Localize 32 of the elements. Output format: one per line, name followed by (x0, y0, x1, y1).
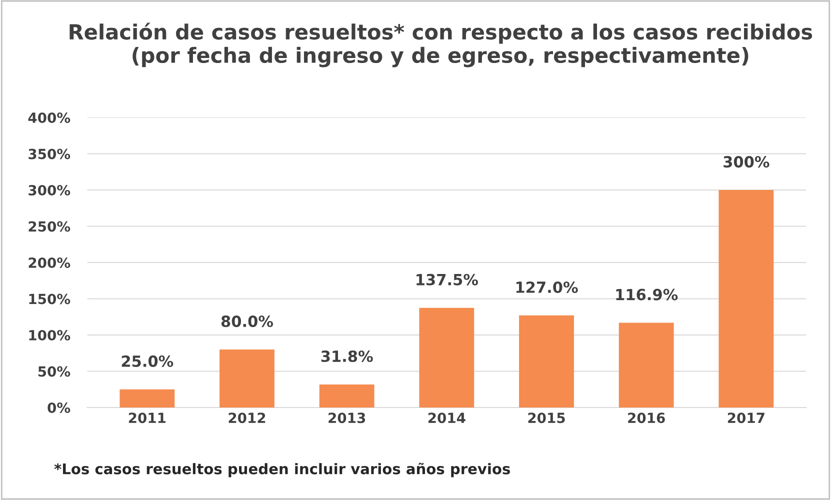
y-tick-label: 0% (48, 402, 70, 413)
data-label: 137.5% (416, 274, 478, 286)
x-tick-label: 2013 (328, 412, 366, 424)
bar (120, 389, 175, 408)
x-tick-label: 2017 (728, 412, 764, 424)
x-tick-label: 2015 (528, 412, 565, 424)
bar (220, 350, 274, 408)
bar (319, 384, 374, 408)
text: *Los casos resueltos pueden incluir varios años previos (54, 462, 510, 478)
data-label: 25.0% (122, 355, 174, 367)
data-label: 300% (724, 156, 770, 168)
x-tick-label: 2016 (628, 412, 665, 424)
y-tick-label: 250% (28, 221, 70, 232)
y-tick-label: 150% (29, 294, 70, 304)
y-tick-label: 350% (28, 148, 70, 160)
x-tick-label: 2012 (228, 412, 266, 424)
bar (419, 308, 474, 408)
y-tick-label: 200% (28, 257, 70, 268)
data-label: 127.0% (516, 281, 578, 294)
y-tick-label: 50% (38, 366, 70, 377)
data-label: 80.0% (221, 316, 274, 328)
bar (618, 322, 674, 408)
bar (519, 315, 574, 408)
data-label: 31.8% (321, 350, 373, 362)
y-tick-label: 100% (29, 330, 70, 340)
y-tick-label: 400% (28, 112, 70, 123)
y-tick-label: 300% (28, 184, 70, 196)
chart-title: Relación de casos resueltos* con respecto a los casos recibidos (por fecha de ingreso y de egreso, respectivamente) (70, 22, 812, 68)
data-label: 116.9% (616, 288, 678, 300)
x-tick-label: 2011 (128, 412, 166, 424)
bar (718, 190, 774, 408)
x-tick-label: 2014 (428, 412, 466, 424)
